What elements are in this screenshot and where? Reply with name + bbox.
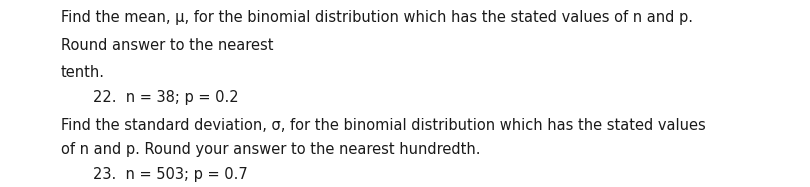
Text: 22.  n = 38; p = 0.2: 22. n = 38; p = 0.2 (93, 90, 239, 105)
Text: 23.  n = 503; p = 0.7: 23. n = 503; p = 0.7 (93, 167, 248, 182)
Text: Find the mean, μ, for the binomial distribution which has the stated values of n: Find the mean, μ, for the binomial distr… (61, 10, 693, 25)
Text: tenth.: tenth. (61, 65, 104, 80)
Text: of n and p. Round your answer to the nearest hundredth.: of n and p. Round your answer to the nea… (61, 142, 480, 157)
Text: Find the standard deviation, σ, for the binomial distribution which has the stat: Find the standard deviation, σ, for the … (61, 118, 706, 133)
Text: Round answer to the nearest: Round answer to the nearest (61, 39, 273, 53)
